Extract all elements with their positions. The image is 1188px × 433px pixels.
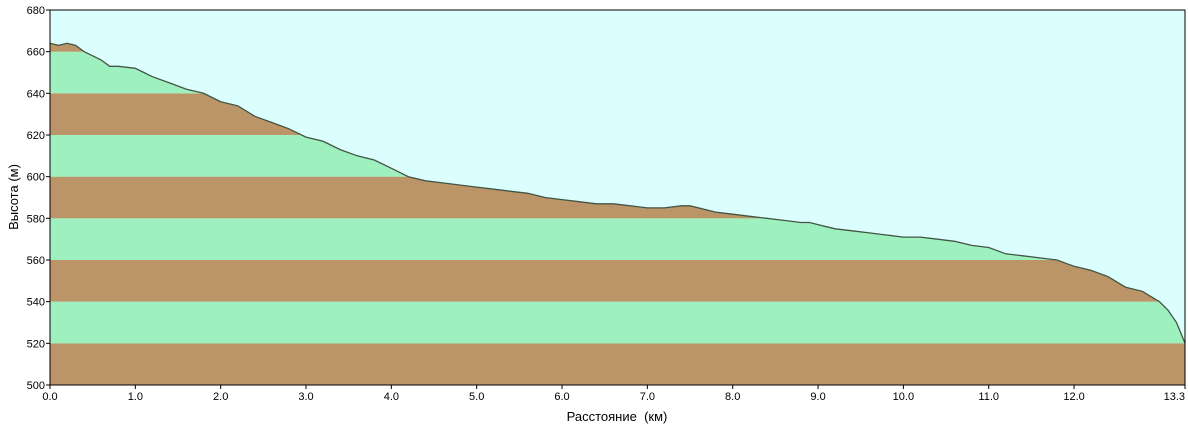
y-tick-label: 660	[27, 47, 45, 59]
x-tick-label: 3.0	[298, 391, 313, 403]
elevation-profile-line	[49, 42, 1186, 344]
x-tick-label: 5.0	[469, 391, 484, 403]
y-tick-label: 540	[27, 297, 45, 309]
x-axis-title: Расстояние (км)	[567, 409, 668, 424]
x-tick-label: 10.0	[893, 391, 914, 403]
y-axis-ticks: 680 660 640 620 600 580 560 540 520 500	[27, 5, 50, 392]
x-tick-label: 2.0	[213, 391, 228, 403]
x-tick-label: 7.0	[640, 391, 655, 403]
x-tick-label: 6.0	[554, 391, 569, 403]
elevation-band	[50, 301, 1185, 344]
x-tick-label: 12.0	[1063, 391, 1084, 403]
x-tick-label: 4.0	[384, 391, 399, 403]
x-tick-label: 13.3	[1164, 391, 1185, 403]
x-tick-label: 11.0	[978, 391, 999, 403]
y-tick-label: 580	[27, 213, 45, 225]
x-tick-label: 1.0	[128, 391, 143, 403]
y-tick-label: 600	[27, 172, 45, 184]
sky-above-profile	[50, 10, 1185, 344]
x-tick-label: 0.0	[42, 391, 57, 403]
x-tick-label: 8.0	[725, 391, 740, 403]
y-tick-label: 620	[27, 130, 45, 142]
y-axis-title: Высота (м)	[6, 164, 21, 230]
y-tick-label: 640	[27, 88, 45, 100]
x-axis-ticks: 0.0 1.0 2.0 3.0 4.0 5.0 6.0 7.0 8.0 9.0 10.0 11.0 12…	[42, 385, 1186, 403]
y-tick-label: 560	[27, 255, 45, 267]
elevation-band	[50, 343, 1185, 385]
plot-frame	[49, 9, 1186, 386]
y-tick-label: 520	[27, 338, 45, 350]
y-tick-label: 500	[27, 380, 45, 392]
x-tick-label: 9.0	[810, 391, 825, 403]
elevation-band	[50, 260, 1185, 302]
y-tick-label: 680	[27, 5, 45, 17]
